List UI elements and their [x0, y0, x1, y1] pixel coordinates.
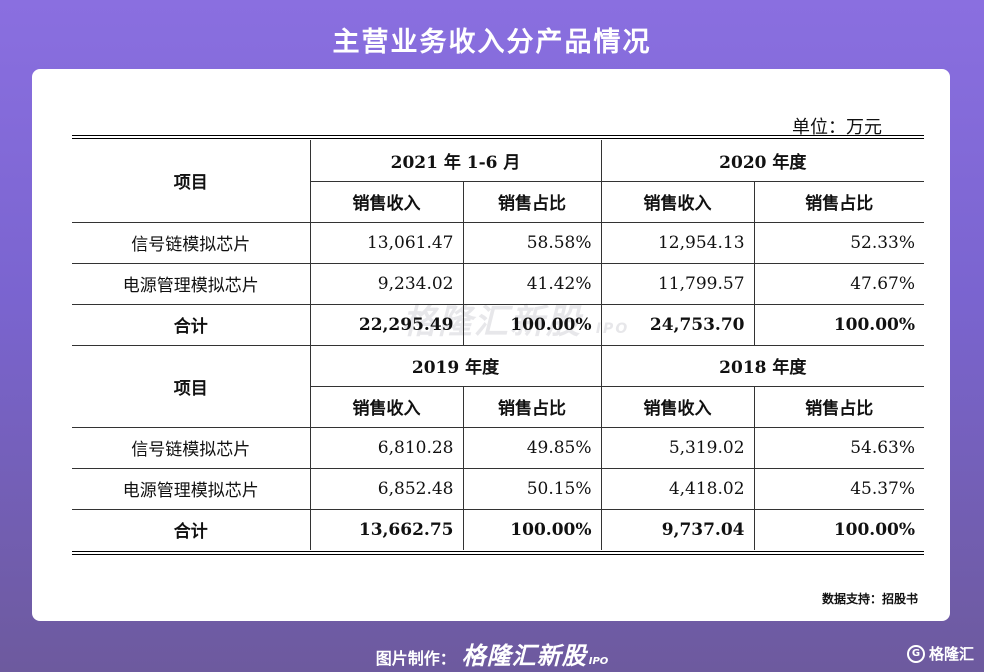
cell-share: 50.15%	[462, 467, 602, 510]
table-row: 信号链模拟芯片 6,810.28 49.85% 5,319.02 54.63%	[72, 426, 925, 469]
cell-revenue: 4,418.02	[600, 467, 755, 510]
cell-revenue: 13,061.47	[309, 221, 464, 264]
subheader-revenue: 销售收入	[310, 180, 464, 223]
cell-share: 49.85%	[462, 426, 602, 469]
subheader-share: 销售占比	[753, 180, 925, 223]
row-name: 电源管理模拟芯片	[72, 262, 311, 305]
cell-revenue: 6,810.28	[309, 426, 464, 469]
subheader-revenue: 销售收入	[600, 180, 755, 223]
subheader-revenue: 销售收入	[600, 385, 755, 428]
subheader-share: 销售占比	[462, 385, 602, 428]
cell-share: 54.63%	[753, 426, 925, 469]
cell-revenue: 24,753.70	[600, 303, 755, 346]
item-header: 项目	[72, 140, 311, 223]
cell-revenue: 22,295.49	[309, 303, 464, 346]
footer-brand-sub: IPO	[588, 656, 609, 667]
revenue-table: 项目 2021 年 1-6 月 2020 年度 销售收入 销售占比 销售收入 销…	[72, 140, 925, 550]
cell-share: 100.00%	[462, 303, 602, 346]
cell-revenue: 5,319.02	[600, 426, 755, 469]
cell-share: 100.00%	[753, 508, 925, 550]
corner-logo: G 格隆汇	[906, 643, 974, 664]
cell-revenue: 9,234.02	[309, 262, 464, 305]
subheader-share: 销售占比	[462, 180, 602, 223]
row-name: 信号链模拟芯片	[72, 426, 311, 469]
total-label: 合计	[72, 508, 311, 550]
cell-revenue: 12,954.13	[600, 221, 755, 264]
item-header: 项目	[72, 344, 311, 428]
cell-share: 47.67%	[753, 262, 925, 305]
cell-share: 41.42%	[462, 262, 602, 305]
period-header: 2021 年 1-6 月	[309, 140, 602, 182]
cell-revenue: 9,737.04	[600, 508, 755, 550]
footer-credit: 图片制作： 格隆汇新股 IPO	[0, 636, 984, 671]
subheader-share: 销售占比	[753, 385, 925, 428]
total-label: 合计	[72, 303, 311, 346]
footer-prefix: 图片制作：	[375, 649, 456, 668]
cell-share: 52.33%	[753, 221, 925, 264]
page-title: 主营业务收入分产品情况	[332, 27, 652, 58]
corner-logo-text: 格隆汇	[928, 645, 974, 663]
section-1-subheader-row: 销售收入 销售占比 销售收入 销售占比	[72, 180, 925, 223]
cell-share: 45.37%	[753, 467, 925, 510]
period-header: 2019 年度	[309, 344, 602, 387]
revenue-table-frame: 项目 2021 年 1-6 月 2020 年度 销售收入 销售占比 销售收入 销…	[72, 135, 925, 555]
period-header: 2018 年度	[600, 344, 925, 387]
cell-share: 100.00%	[462, 508, 602, 550]
table-row: 电源管理模拟芯片 9,234.02 41.42% 11,799.57 47.67…	[72, 262, 925, 305]
unit-label: 单位：万元	[792, 117, 882, 138]
section-1-period-row: 项目 2021 年 1-6 月 2020 年度	[72, 140, 925, 223]
row-name: 信号链模拟芯片	[72, 221, 311, 264]
footer-brand: 格隆汇新股	[461, 642, 587, 670]
table-row: 电源管理模拟芯片 6,852.48 50.15% 4,418.02 45.37%	[72, 467, 925, 510]
total-row: 合计 22,295.49 100.00% 24,753.70 100.00%	[72, 303, 925, 346]
cell-share: 100.00%	[753, 303, 925, 346]
cell-revenue: 6,852.48	[309, 467, 464, 510]
total-row: 合计 13,662.75 100.00% 9,737.04 100.00%	[72, 508, 925, 550]
section-2-period-row: 项目 2019 年度 2018 年度	[72, 344, 925, 428]
subheader-revenue: 销售收入	[310, 385, 464, 428]
cell-revenue: 11,799.57	[600, 262, 755, 305]
period-header: 2020 年度	[600, 140, 925, 182]
content-card: 单位：万元 格隆汇新股 IPO 项目 2021 年 1-6 月 2020 年度 …	[32, 69, 950, 621]
cell-share: 58.58%	[462, 221, 602, 264]
data-source-note: 数据支持：招股书	[821, 592, 918, 606]
cell-revenue: 13,662.75	[309, 508, 464, 550]
row-name: 电源管理模拟芯片	[72, 467, 311, 510]
table-row: 信号链模拟芯片 13,061.47 58.58% 12,954.13 52.33…	[72, 221, 925, 264]
gelonghui-logo-icon: G	[906, 644, 925, 663]
